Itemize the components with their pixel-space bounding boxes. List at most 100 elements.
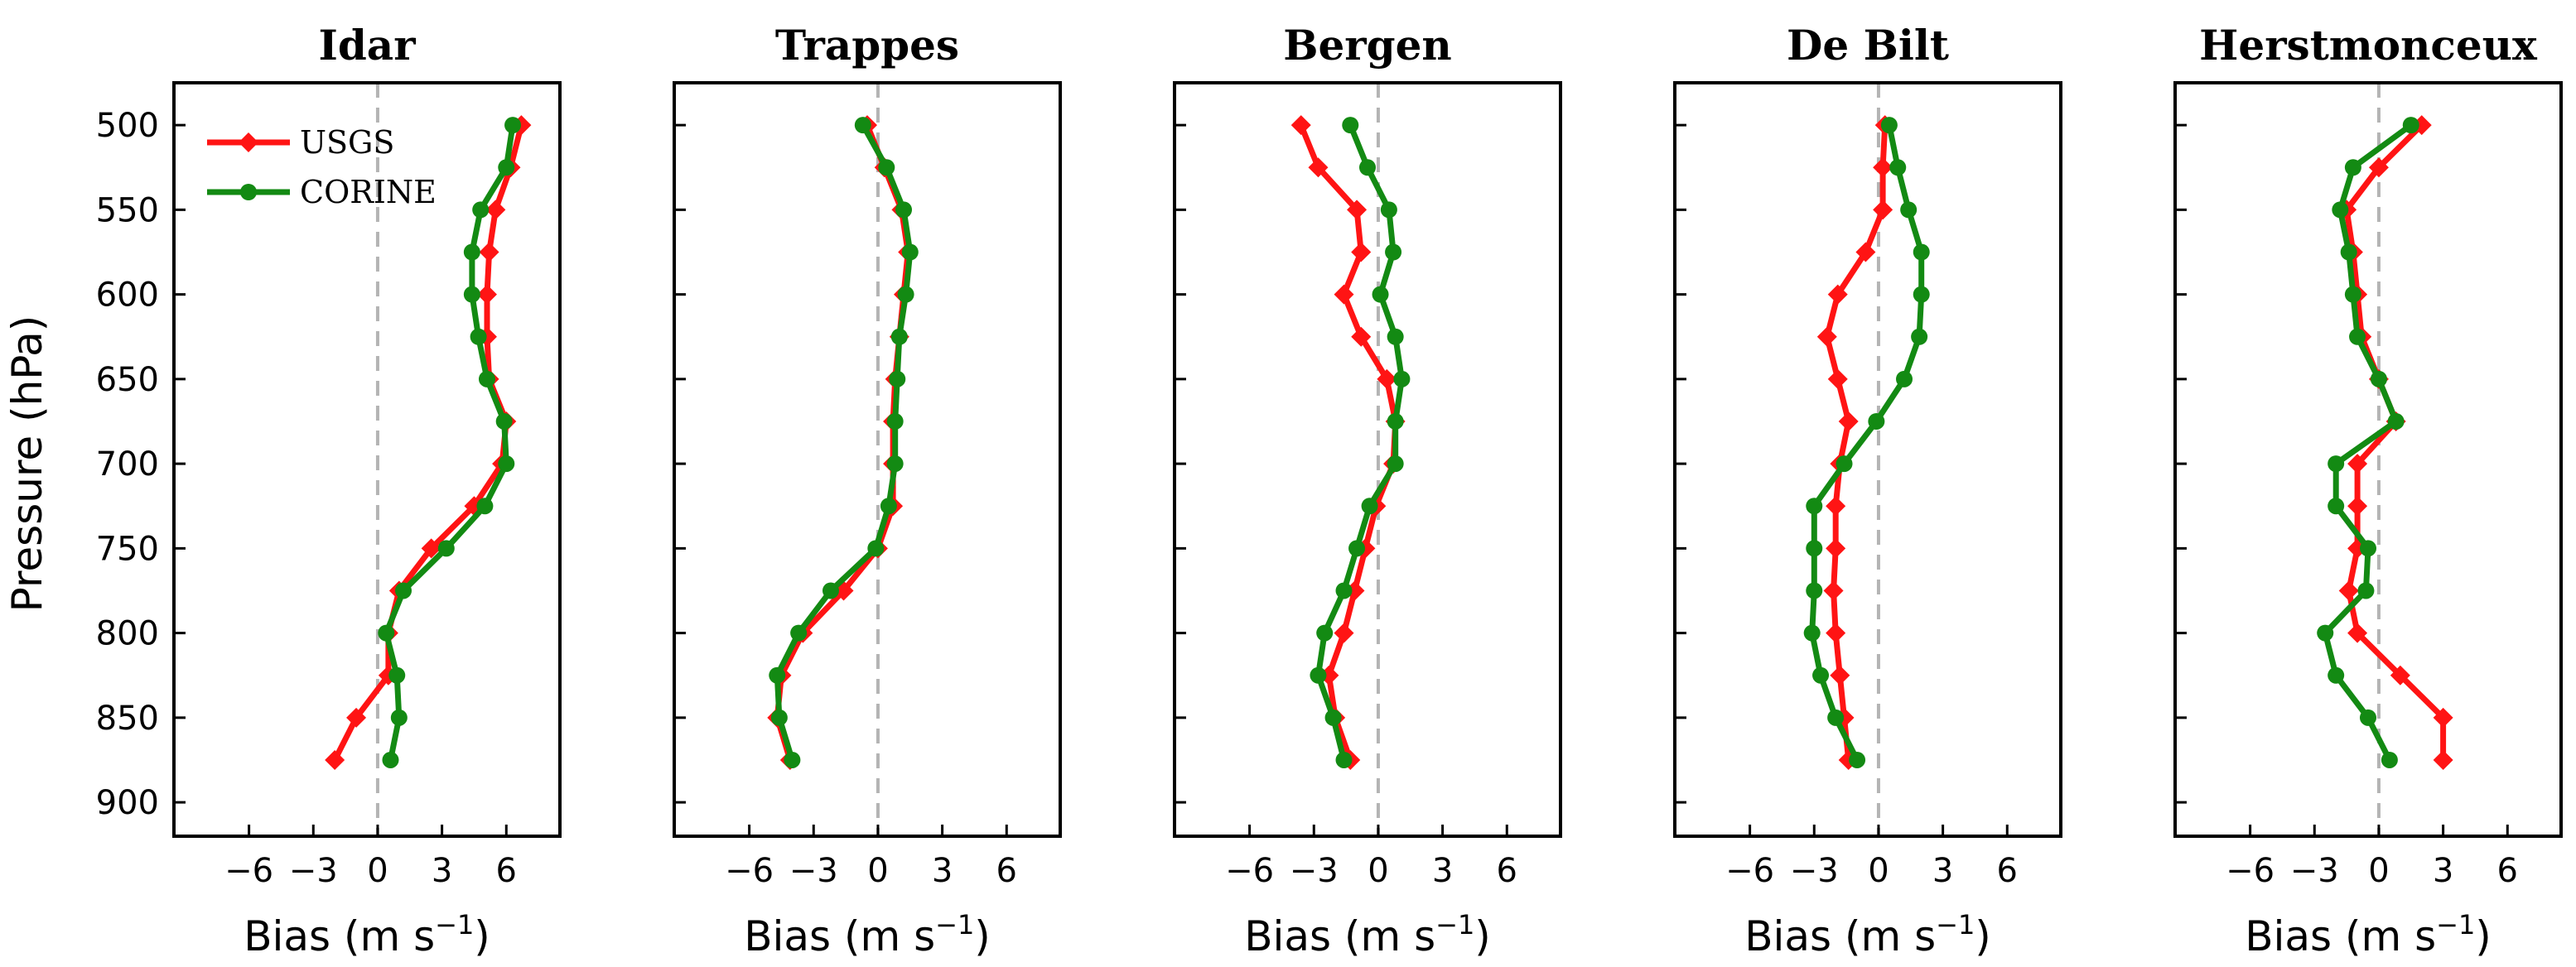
data-point-corine bbox=[2344, 286, 2361, 303]
panel-title-herstmonceux: Herstmonceux bbox=[2199, 21, 2538, 70]
data-point-corine bbox=[378, 624, 395, 642]
y-tick-label: 850 bbox=[96, 700, 159, 738]
x-tick-label: −6 bbox=[2226, 852, 2275, 890]
data-point-corine bbox=[1310, 666, 1327, 684]
panel-frame bbox=[2173, 81, 2563, 838]
data-point-corine bbox=[390, 709, 408, 726]
data-point-corine bbox=[498, 159, 515, 176]
series-line-usgs bbox=[332, 124, 524, 762]
y-tick-label: 550 bbox=[96, 191, 159, 229]
x-axis-label: Bias (m s−1) bbox=[244, 909, 490, 960]
data-point-corine bbox=[1806, 540, 1823, 557]
series-line-corine bbox=[2322, 123, 2413, 762]
data-point-corine bbox=[2328, 455, 2345, 473]
data-point-usgs bbox=[2347, 496, 2368, 517]
series-line-corine bbox=[1809, 124, 1925, 762]
data-point-corine bbox=[388, 666, 406, 684]
data-point-usgs bbox=[1351, 326, 1372, 347]
data-point-corine bbox=[1836, 455, 1853, 473]
data-point-usgs bbox=[1377, 368, 1397, 389]
data-point-corine bbox=[2344, 159, 2361, 176]
data-point-corine bbox=[2332, 201, 2349, 219]
data-point-corine bbox=[2340, 243, 2357, 261]
data-point-usgs bbox=[1873, 200, 1893, 220]
data-point-usgs bbox=[1347, 200, 1368, 220]
data-point-usgs bbox=[1826, 623, 1846, 643]
data-point-usgs bbox=[2347, 623, 2368, 643]
data-point-corine bbox=[2360, 540, 2376, 557]
series-line-usgs bbox=[774, 123, 911, 762]
data-point-usgs bbox=[1351, 242, 1372, 262]
x-tick-label: −3 bbox=[289, 852, 338, 890]
data-point-corine bbox=[1324, 709, 1342, 726]
data-point-corine bbox=[889, 370, 906, 387]
y-tick-label: 800 bbox=[96, 615, 159, 653]
data-point-corine bbox=[886, 455, 904, 473]
data-point-usgs bbox=[2338, 580, 2359, 601]
data-point-corine bbox=[1806, 498, 1823, 515]
data-point-corine bbox=[470, 328, 487, 345]
data-point-corine bbox=[504, 117, 522, 134]
data-point-corine bbox=[2370, 370, 2387, 387]
data-point-corine bbox=[2381, 751, 2398, 768]
data-point-corine bbox=[854, 117, 871, 134]
panel-title-de-bilt: De Bilt bbox=[1787, 21, 1949, 70]
data-point-usgs bbox=[346, 707, 367, 728]
x-tick-label: −3 bbox=[789, 852, 838, 890]
series-line-usgs bbox=[1298, 123, 1399, 762]
data-point-usgs bbox=[1855, 242, 1876, 262]
x-axis-label: Bias (m s−1) bbox=[2245, 909, 2492, 960]
data-point-corine bbox=[1900, 201, 1918, 219]
data-point-usgs bbox=[476, 284, 497, 305]
data-point-corine bbox=[1387, 412, 1404, 430]
data-point-usgs bbox=[485, 200, 506, 220]
y-tick-label: 900 bbox=[96, 784, 159, 822]
series-line-corine bbox=[1315, 123, 1405, 761]
data-point-usgs bbox=[1816, 326, 1837, 347]
data-point-corine bbox=[1880, 117, 1898, 134]
x-tick-label: −3 bbox=[1790, 852, 1839, 890]
series-line-usgs bbox=[2343, 123, 2447, 760]
data-point-usgs bbox=[421, 538, 441, 559]
data-point-usgs bbox=[1334, 623, 1354, 643]
y-tick-label: 500 bbox=[96, 107, 159, 145]
data-point-corine bbox=[1316, 624, 1334, 642]
data-point-corine bbox=[472, 201, 490, 219]
data-point-usgs bbox=[325, 749, 345, 770]
data-point-corine bbox=[2402, 117, 2419, 134]
x-tick-label: 6 bbox=[496, 852, 517, 890]
data-point-corine bbox=[1913, 243, 1930, 261]
data-point-usgs bbox=[1823, 580, 1844, 601]
data-point-corine bbox=[769, 666, 786, 684]
data-point-corine bbox=[1387, 328, 1404, 345]
panel-title-bergen: Bergen bbox=[1283, 21, 1452, 70]
data-point-corine bbox=[1889, 159, 1907, 176]
panel-frame bbox=[1673, 81, 2062, 838]
x-tick-label: 0 bbox=[867, 852, 888, 890]
panel-frame bbox=[172, 81, 562, 838]
y-tick-label: 650 bbox=[96, 361, 159, 399]
data-point-usgs bbox=[1826, 496, 1846, 517]
data-point-corine bbox=[790, 624, 808, 642]
panel-frame bbox=[1173, 81, 1562, 838]
data-point-corine bbox=[1827, 709, 1845, 726]
data-point-corine bbox=[895, 201, 913, 219]
data-point-corine bbox=[437, 540, 455, 557]
data-point-corine bbox=[1372, 286, 1389, 303]
data-point-usgs bbox=[479, 242, 499, 262]
data-point-corine bbox=[1806, 582, 1823, 599]
panel-title-trappes: Trappes bbox=[775, 21, 959, 70]
x-tick-label: 0 bbox=[1868, 852, 1889, 890]
data-point-corine bbox=[901, 243, 919, 261]
x-tick-label: −3 bbox=[2290, 852, 2339, 890]
data-point-corine bbox=[382, 751, 399, 768]
data-point-corine bbox=[1385, 243, 1402, 261]
data-point-corine bbox=[770, 709, 788, 726]
data-point-usgs bbox=[1308, 157, 1329, 178]
data-point-corine bbox=[1803, 624, 1821, 642]
legend-corine-label: CORINE bbox=[300, 174, 437, 210]
data-point-usgs bbox=[1290, 115, 1311, 136]
data-point-corine bbox=[1387, 455, 1404, 473]
data-point-usgs bbox=[1838, 411, 1859, 431]
